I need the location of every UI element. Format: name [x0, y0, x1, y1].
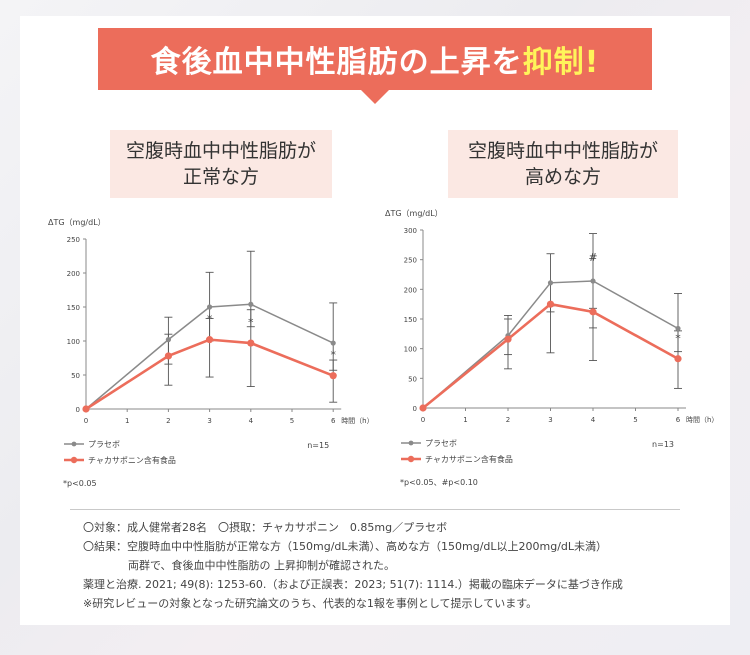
y-tick-label: 50	[408, 375, 417, 383]
sample-size-label: n=13	[652, 440, 674, 449]
placebo-point	[547, 280, 554, 286]
test-food-point	[164, 352, 172, 360]
test-food-point	[589, 308, 597, 316]
significance-marker: *	[330, 349, 336, 362]
legend-label: プラセボ	[88, 440, 120, 449]
test-food-point	[329, 372, 337, 380]
placebo-point	[207, 304, 213, 310]
chart-high-tg: ΔTG（mg/dL） 0 50 100 150 200 250 300 0 1 2 3 4 5 6 時間（h）…	[385, 209, 718, 487]
headline-highlight: 抑制!	[522, 45, 600, 80]
placebo-point	[165, 337, 171, 343]
x-tick-label: 0	[84, 417, 88, 425]
x-tick-label: 4	[249, 417, 254, 425]
y-tick-label: 250	[67, 236, 80, 244]
test-food-point	[247, 339, 255, 347]
significance-footnote: *p<0.05、#p<0.10	[400, 478, 478, 487]
test-food-point	[546, 300, 555, 308]
y-tick-label: 150	[404, 316, 417, 324]
legend-swatch-point	[408, 440, 414, 446]
y-axis-label: ΔTG（mg/dL）	[385, 209, 443, 218]
note-results-cont: 両群で、食後血中中性脂肪の 上昇抑制が確認された。	[128, 559, 396, 572]
sample-size-label: n=15	[307, 441, 329, 450]
note-results: 〇結果：空腹時血中中性脂肪が正常な方（150mg/dL未満）、高めな方（150m…	[83, 540, 608, 553]
headline-text: 食後血中中性脂肪の上昇を抑制!	[151, 37, 600, 81]
note-disclaimer: ※研究レビューの対象となった研究論文のうち、代表的な1報を事例として提示していま…	[83, 597, 538, 610]
legend-label: プラセボ	[425, 439, 457, 448]
y-tick-label: 300	[404, 227, 417, 235]
panel-title-normal: 空腹時血中中性脂肪が 正常な方	[110, 130, 332, 198]
note-reference: 薬理と治療. 2021; 49(8): 1253-60.（および正誤表：2023…	[83, 578, 623, 591]
x-tick-label: 4	[591, 416, 596, 424]
y-tick-label: 250	[404, 257, 417, 265]
content-panel	[20, 16, 730, 625]
panel-title-high: 空腹時血中中性脂肪が 高めな方	[448, 130, 678, 198]
y-tick-label: 100	[67, 338, 80, 346]
legend-swatch-point	[71, 441, 77, 447]
notes-divider	[70, 509, 680, 510]
panel-title-line: 空腹時血中中性脂肪が	[467, 140, 658, 162]
x-axis-label: 時間（h）	[341, 417, 373, 425]
significance-marker: *	[248, 316, 254, 329]
y-tick-label: 150	[67, 304, 80, 312]
test-food-point	[504, 335, 512, 343]
legend-label: チャカサポニン含有食品	[88, 455, 176, 465]
headline-banner: 食後血中中性脂肪の上昇を抑制!	[98, 28, 652, 104]
x-tick-label: 2	[166, 417, 170, 425]
x-tick-label: 5	[633, 416, 637, 424]
test-food-point	[674, 355, 682, 363]
x-tick-label: 0	[421, 416, 425, 424]
test-food-point	[206, 336, 214, 344]
chart-normal-tg: ΔTG（mg/dL） 0 50 100 150 200 250 0 1 2 3 4 5 6 時間（h） * * *…	[48, 218, 374, 488]
placebo-point	[330, 340, 336, 346]
y-tick-label: 50	[71, 372, 80, 380]
y-tick-label: 0	[76, 406, 80, 414]
test-food-point	[82, 405, 90, 413]
legend-swatch-point	[407, 455, 415, 463]
x-tick-label: 1	[125, 417, 129, 425]
x-tick-label: 6	[676, 416, 681, 424]
placebo-point	[248, 301, 254, 307]
significance-marker: #	[588, 251, 597, 264]
significance-marker: *	[675, 332, 681, 345]
y-tick-label: 0	[413, 405, 417, 413]
placebo-point	[590, 278, 596, 284]
significance-footnote: *p<0.05	[63, 479, 97, 488]
legend-swatch-point	[70, 456, 78, 464]
panel-title-line: 空腹時血中中性脂肪が	[125, 140, 316, 162]
x-tick-label: 6	[331, 417, 336, 425]
test-food-point	[419, 404, 427, 412]
note-subjects: 〇対象：成人健常者28名 〇摂取：チャカサポニン 0.85mg／プラセボ	[83, 521, 448, 534]
legend-label: チャカサポニン含有食品	[425, 454, 513, 464]
y-axis-label: ΔTG（mg/dL）	[48, 218, 106, 227]
y-tick-label: 100	[404, 346, 417, 354]
x-tick-label: 3	[548, 416, 552, 424]
panel-title-line: 高めな方	[524, 166, 601, 188]
panel-title-line: 正常な方	[182, 166, 259, 188]
x-tick-label: 1	[463, 416, 467, 424]
y-tick-label: 200	[404, 286, 417, 294]
x-axis-label: 時間（h）	[686, 416, 718, 424]
x-tick-label: 5	[290, 417, 294, 425]
placebo-point	[675, 325, 681, 332]
significance-marker: *	[207, 313, 213, 326]
y-tick-label: 200	[67, 270, 80, 278]
headline-main: 食後血中中性脂肪の上昇を	[150, 45, 523, 80]
x-tick-label: 2	[506, 416, 510, 424]
study-notes: 〇対象：成人健常者28名 〇摂取：チャカサポニン 0.85mg／プラセボ 〇結果…	[83, 518, 703, 613]
x-tick-label: 3	[207, 417, 211, 425]
